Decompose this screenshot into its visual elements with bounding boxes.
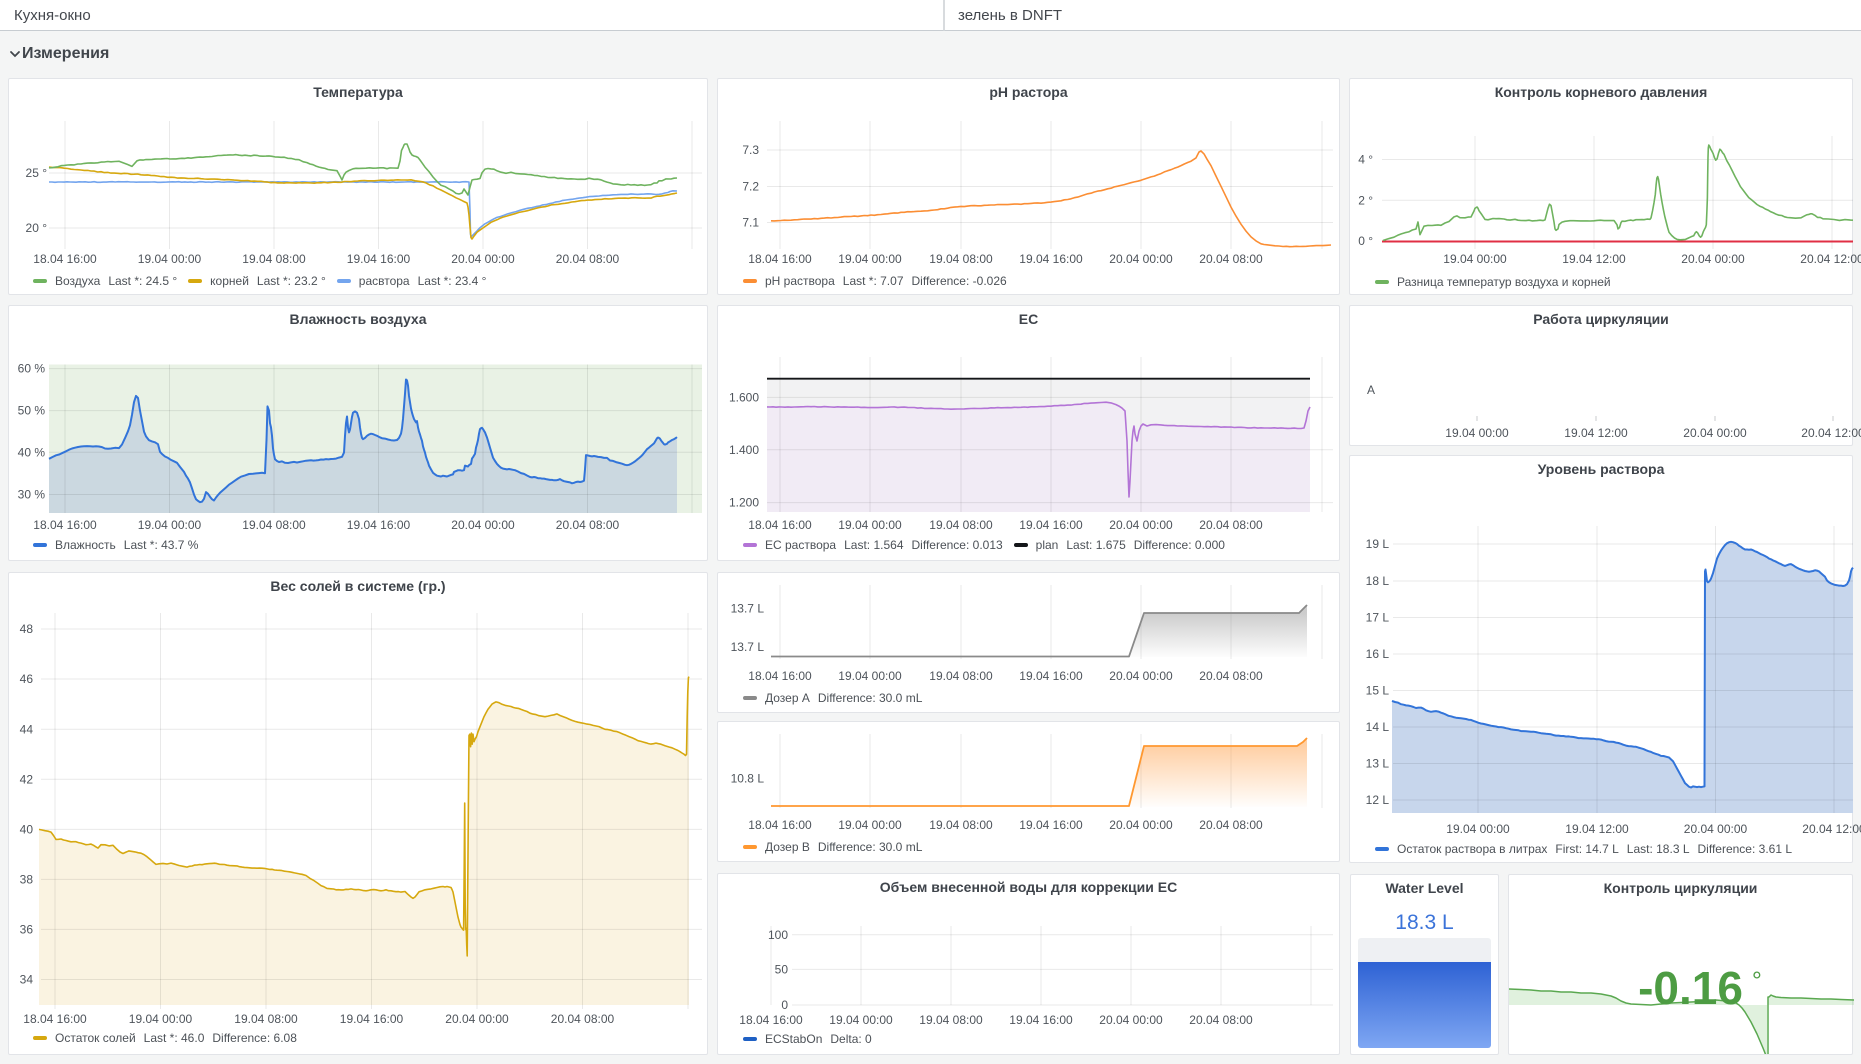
svg-text:2 °: 2 ° bbox=[1358, 193, 1373, 207]
svg-text:48: 48 bbox=[20, 622, 34, 636]
svg-text:19.04 00:00: 19.04 00:00 bbox=[838, 818, 902, 832]
svg-text:19.04 00:00: 19.04 00:00 bbox=[129, 1012, 193, 1026]
svg-text:13 L: 13 L bbox=[1366, 757, 1390, 771]
svg-text:19.04 08:00: 19.04 08:00 bbox=[242, 252, 306, 266]
svg-text:19.04 16:00: 19.04 16:00 bbox=[1019, 818, 1083, 832]
svg-text:19.04 12:00: 19.04 12:00 bbox=[1562, 252, 1626, 266]
svg-text:34: 34 bbox=[20, 973, 34, 987]
svg-text:20.04 08:00: 20.04 08:00 bbox=[1199, 518, 1263, 532]
svg-text:19.04 16:00: 19.04 16:00 bbox=[1019, 669, 1083, 683]
svg-text:20.04 08:00: 20.04 08:00 bbox=[556, 252, 620, 266]
svg-text:20.04 00:00: 20.04 00:00 bbox=[451, 518, 515, 532]
svg-text:10.8 L: 10.8 L bbox=[731, 772, 765, 786]
svg-text:12 L: 12 L bbox=[1366, 793, 1390, 807]
svg-text:19.04 08:00: 19.04 08:00 bbox=[929, 518, 993, 532]
svg-text:19.04 08:00: 19.04 08:00 bbox=[929, 818, 993, 832]
svg-text:38: 38 bbox=[20, 872, 34, 886]
svg-text:1.600: 1.600 bbox=[729, 390, 759, 404]
svg-text:36: 36 bbox=[20, 922, 34, 936]
svg-text:1.200: 1.200 bbox=[729, 496, 759, 510]
svg-text:17 L: 17 L bbox=[1366, 611, 1390, 625]
svg-text:19.04 16:00: 19.04 16:00 bbox=[1019, 518, 1083, 532]
svg-text:20.04 12:00: 20.04 12:00 bbox=[1800, 252, 1861, 266]
svg-text:20.04 08:00: 20.04 08:00 bbox=[1199, 669, 1263, 683]
svg-text:20.04 00:00: 20.04 00:00 bbox=[1683, 426, 1747, 440]
svg-text:4 °: 4 ° bbox=[1358, 153, 1373, 167]
svg-text:40: 40 bbox=[20, 822, 34, 836]
svg-text:19.04 16:00: 19.04 16:00 bbox=[347, 518, 411, 532]
svg-text:7.1: 7.1 bbox=[742, 216, 759, 230]
svg-text:20.04 00:00: 20.04 00:00 bbox=[1109, 669, 1173, 683]
svg-text:18.04 16:00: 18.04 16:00 bbox=[748, 518, 812, 532]
svg-text:20.04 00:00: 20.04 00:00 bbox=[1109, 518, 1173, 532]
svg-text:19.04 00:00: 19.04 00:00 bbox=[838, 252, 902, 266]
svg-text:18.04 16:00: 18.04 16:00 bbox=[739, 1013, 803, 1027]
svg-text:19.04 00:00: 19.04 00:00 bbox=[138, 518, 202, 532]
svg-text:19.04 00:00: 19.04 00:00 bbox=[829, 1013, 893, 1027]
svg-text:20.04 08:00: 20.04 08:00 bbox=[1199, 252, 1263, 266]
svg-text:20.04 12:00: 20.04 12:00 bbox=[1801, 426, 1861, 440]
svg-text:20.04 00:00: 20.04 00:00 bbox=[445, 1012, 509, 1026]
svg-text:19.04 00:00: 19.04 00:00 bbox=[1443, 252, 1507, 266]
svg-text:0 °: 0 ° bbox=[1358, 234, 1373, 248]
svg-text:13.7 L: 13.7 L bbox=[731, 602, 765, 616]
svg-text:19.04 16:00: 19.04 16:00 bbox=[347, 252, 411, 266]
svg-text:50 %: 50 % bbox=[18, 404, 46, 418]
svg-text:19.04 00:00: 19.04 00:00 bbox=[838, 518, 902, 532]
svg-text:7.3: 7.3 bbox=[742, 143, 759, 157]
svg-text:25 °: 25 ° bbox=[26, 166, 48, 180]
svg-text:20.04 00:00: 20.04 00:00 bbox=[1684, 822, 1748, 836]
svg-text:20.04 08:00: 20.04 08:00 bbox=[1199, 818, 1263, 832]
svg-text:20.04 00:00: 20.04 00:00 bbox=[1099, 1013, 1163, 1027]
svg-text:20 °: 20 ° bbox=[26, 221, 48, 235]
svg-text:19.04 08:00: 19.04 08:00 bbox=[234, 1012, 298, 1026]
svg-text:46: 46 bbox=[20, 672, 34, 686]
svg-text:19.04 16:00: 19.04 16:00 bbox=[1009, 1013, 1073, 1027]
svg-text:42: 42 bbox=[20, 772, 34, 786]
svg-text:50: 50 bbox=[775, 962, 789, 976]
svg-text:30 %: 30 % bbox=[18, 488, 46, 502]
svg-text:20.04 08:00: 20.04 08:00 bbox=[556, 518, 620, 532]
svg-text:20.04 08:00: 20.04 08:00 bbox=[1189, 1013, 1253, 1027]
svg-text:20.04 08:00: 20.04 08:00 bbox=[551, 1012, 615, 1026]
svg-text:18.04 16:00: 18.04 16:00 bbox=[748, 818, 812, 832]
svg-text:13.7 L: 13.7 L bbox=[731, 640, 765, 654]
svg-text:7.2: 7.2 bbox=[742, 180, 759, 194]
svg-text:19.04 08:00: 19.04 08:00 bbox=[929, 669, 993, 683]
svg-text:18 L: 18 L bbox=[1366, 574, 1390, 588]
svg-text:A: A bbox=[1367, 383, 1375, 397]
svg-text:19.04 08:00: 19.04 08:00 bbox=[919, 1013, 983, 1027]
svg-text:19.04 12:00: 19.04 12:00 bbox=[1565, 822, 1629, 836]
svg-text:1.400: 1.400 bbox=[729, 443, 759, 457]
svg-text:100: 100 bbox=[768, 928, 788, 942]
svg-text:20.04 00:00: 20.04 00:00 bbox=[1681, 252, 1745, 266]
svg-text:20.04 12:00: 20.04 12:00 bbox=[1802, 822, 1861, 836]
svg-text:19 L: 19 L bbox=[1366, 537, 1390, 551]
svg-text:19.04 12:00: 19.04 12:00 bbox=[1564, 426, 1628, 440]
svg-text:18.04 16:00: 18.04 16:00 bbox=[33, 252, 97, 266]
svg-text:18.04 16:00: 18.04 16:00 bbox=[33, 518, 97, 532]
svg-text:20.04 00:00: 20.04 00:00 bbox=[451, 252, 515, 266]
svg-text:19.04 08:00: 19.04 08:00 bbox=[929, 252, 993, 266]
svg-text:18.04 16:00: 18.04 16:00 bbox=[748, 669, 812, 683]
svg-text:19.04 00:00: 19.04 00:00 bbox=[1445, 426, 1509, 440]
svg-text:60 %: 60 % bbox=[18, 362, 46, 376]
svg-text:14 L: 14 L bbox=[1366, 720, 1390, 734]
svg-text:15 L: 15 L bbox=[1366, 684, 1390, 698]
svg-text:18.04 16:00: 18.04 16:00 bbox=[748, 252, 812, 266]
svg-text:19.04 00:00: 19.04 00:00 bbox=[838, 669, 902, 683]
svg-text:19.04 08:00: 19.04 08:00 bbox=[242, 518, 306, 532]
svg-text:19.04 00:00: 19.04 00:00 bbox=[138, 252, 202, 266]
svg-text:0: 0 bbox=[781, 998, 788, 1012]
svg-text:20.04 00:00: 20.04 00:00 bbox=[1109, 818, 1173, 832]
svg-text:19.04 00:00: 19.04 00:00 bbox=[1446, 822, 1510, 836]
svg-text:19.04 16:00: 19.04 16:00 bbox=[340, 1012, 404, 1026]
svg-text:20.04 00:00: 20.04 00:00 bbox=[1109, 252, 1173, 266]
svg-text:18.04 16:00: 18.04 16:00 bbox=[23, 1012, 87, 1026]
svg-text:19.04 16:00: 19.04 16:00 bbox=[1019, 252, 1083, 266]
svg-text:16 L: 16 L bbox=[1366, 647, 1390, 661]
svg-text:40 %: 40 % bbox=[18, 445, 46, 459]
svg-text:44: 44 bbox=[20, 722, 34, 736]
